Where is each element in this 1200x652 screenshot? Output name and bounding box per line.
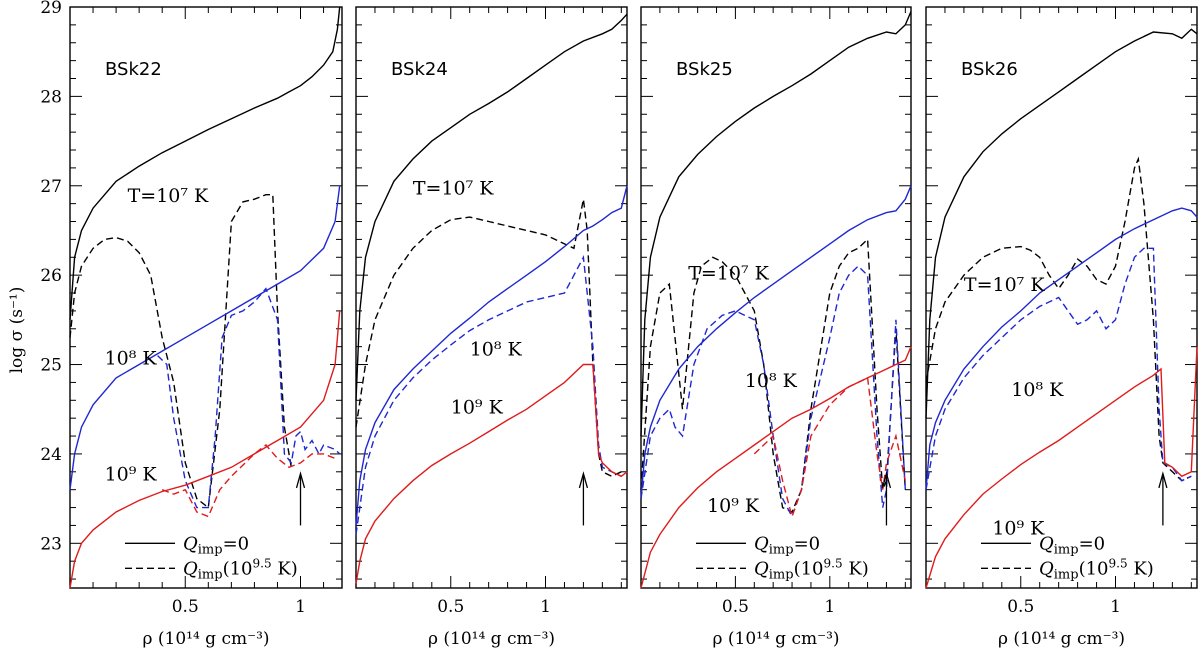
p1-arrow-head [295,471,306,489]
p4-x-axis-label: ρ (10¹⁴ g cm⁻³) [998,629,1125,649]
ytick-label: 27 [40,177,62,197]
p3-x-axis-label: ρ (10¹⁴ g cm⁻³) [712,629,839,649]
p3-frame [640,6,912,589]
p4-xtick-label: 1 [1110,597,1121,617]
p2-label-1e7: T=10⁷ K [413,178,494,200]
p2-label-1e8: 10⁸ K [470,339,523,361]
ytick-label: 25 [40,356,62,376]
p2-curve-T1e8-solid [355,185,628,526]
y-axis-label: log σ (s⁻¹) [7,287,27,374]
p4-label-1e8: 10⁸ K [1011,379,1064,401]
p1-label-1e7: T=10⁷ K [128,185,209,207]
p1-label-1e8: 10⁸ K [105,348,158,370]
p1-title: BSk22 [105,59,162,80]
p1-legend-solid-label: Qimp=0 [183,533,249,557]
ytick-label: 29 [40,0,62,18]
p2-x-axis-label: ρ (10¹⁴ g cm⁻³) [428,629,555,649]
p3-label-1e7: T=10⁷ K [688,263,769,285]
ytick-label: 28 [40,87,62,107]
ytick-label: 26 [40,266,62,286]
p3-curve-T1e9-solid [640,346,912,589]
p2-curve-T1e9-solid [355,363,628,584]
p3-xtick-label: 0.5 [722,597,749,617]
p2-curve-T1e7-solid [355,13,628,401]
p3-curve-T1e7-solid [640,11,912,437]
p4-xtick-label: 0.5 [1007,597,1034,617]
p4-arrow-head [1158,471,1168,489]
p4-frame [925,6,1198,589]
p3-legend-dashed-label: Qimp(109.5 K) [754,556,869,582]
p1-frame [69,6,343,589]
p4-curve-T1e8-dashed [925,247,1192,490]
p4-curve-T1e9-solid [925,346,1198,589]
p2-xtick-label: 0.5 [437,597,464,617]
p1-x-axis-label: ρ (10¹⁴ g cm⁻³) [142,629,269,649]
p3-curve-T1e8-dashed [640,265,906,519]
p4-legend-solid-label: Qimp=0 [1039,533,1105,557]
p3-curve-T1e7-dashed [640,237,906,513]
p1-xtick-label: 0.5 [172,597,199,617]
p4-label-1e9: 10⁹ K [992,517,1045,539]
p3-arrow-head [881,471,892,489]
p1-label-1e9: 10⁹ K [105,464,158,486]
p3-xtick-label: 1 [824,597,835,617]
p1-curve-T1e7-dashed [69,194,292,509]
p2-title: BSk24 [391,59,448,80]
p1-curve-T1e8-dashed [157,287,341,509]
p3-label-1e9: 10⁹ K [707,495,760,517]
p4-curve-T1e7-solid [925,28,1198,419]
p1-curve-T1e8-solid [69,185,341,490]
p2-xtick-label: 1 [540,597,551,617]
p2-frame [355,6,628,589]
p3-label-1e8: 10⁸ K [745,370,798,392]
p4-curve-T1e7-dashed [925,156,1192,482]
p4-curve-T1e8-solid [925,207,1198,490]
p3-title: BSk25 [676,59,733,80]
p4-legend-dashed-label: Qimp(109.5 K) [1039,556,1154,582]
p1-curve-T1e7-solid [69,6,341,320]
ytick-label: 24 [40,445,62,465]
ytick-label: 23 [40,534,62,554]
p1-xtick-label: 1 [295,597,306,617]
p1-curve-T1e9-dashed [161,444,336,518]
p2-label-1e9: 10⁹ K [451,397,504,419]
p3-curve-T1e8-solid [640,185,912,499]
p4-title: BSk26 [961,59,1018,80]
p1-legend-dashed-label: Qimp(109.5 K) [183,556,298,582]
p1-curve-T1e9-solid [69,310,341,589]
p3-legend-solid-label: Qimp=0 [754,533,820,557]
p4-label-1e7: T=10⁷ K [964,274,1045,296]
p2-arrow-head [578,471,589,489]
